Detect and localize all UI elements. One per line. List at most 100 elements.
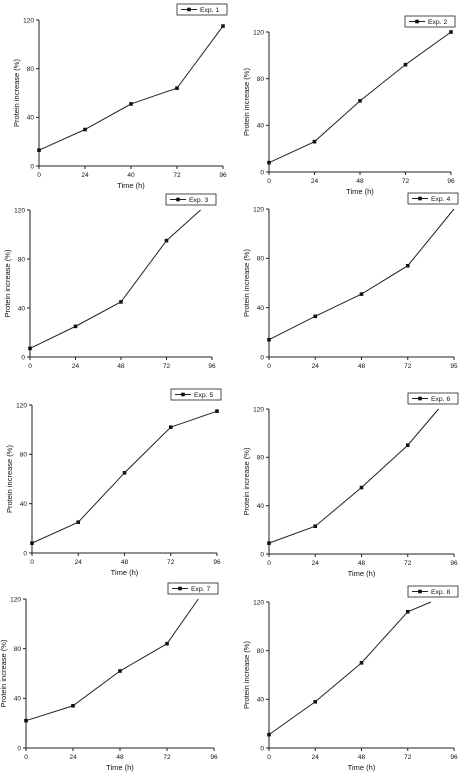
x-tick-label: 48: [358, 560, 366, 567]
data-point: [164, 238, 169, 243]
x-axis-label: Time (h): [117, 181, 145, 190]
y-tick-label: 80: [18, 256, 26, 263]
x-tick-label: 96: [219, 172, 227, 179]
legend: Exp. 4: [407, 192, 459, 205]
legend: Exp. 1: [176, 3, 228, 16]
x-tick-label: 40: [127, 172, 135, 179]
legend-label: Exp. 3: [189, 197, 208, 204]
data-point: [30, 541, 34, 545]
legend-marker: [418, 589, 422, 594]
legend-label: Exp. 4: [431, 196, 450, 203]
data-point: [267, 160, 271, 165]
series-line: [268, 601, 432, 736]
x-tick-label: 72: [404, 560, 412, 567]
legend-label: Exp. 5: [194, 392, 213, 399]
y-tick-label: 120: [253, 406, 264, 413]
y-tick-label: 0: [17, 745, 21, 752]
y-tick-label: 40: [14, 696, 22, 703]
x-tick-label: 72: [163, 363, 171, 370]
data-point: [119, 300, 123, 304]
y-tick-label: 40: [18, 305, 26, 312]
legend-label: Exp. 2: [428, 19, 447, 26]
data-point: [405, 609, 410, 614]
data-point: [312, 139, 317, 144]
x-tick-label: 48: [116, 754, 124, 761]
data-point: [73, 324, 78, 329]
y-axis-label: Protein increase (%): [3, 249, 12, 317]
legend-marker: [418, 396, 422, 401]
y-tick-label: 40: [257, 503, 265, 510]
data-point: [37, 148, 41, 152]
legend-marker: [187, 7, 191, 12]
y-tick-label: 120: [253, 599, 264, 606]
x-tick-label: 24: [72, 363, 80, 370]
data-point: [358, 99, 362, 103]
x-tick-label: 48: [356, 178, 364, 185]
y-axis-label: Protein increase (%): [0, 639, 8, 707]
data-point: [313, 314, 318, 319]
y-tick-label: 0: [30, 163, 34, 170]
y-tick-label: 0: [23, 550, 27, 557]
y-tick-label: 120: [14, 207, 25, 214]
data-point: [129, 102, 133, 106]
y-axis-label: Protein increase (%): [242, 68, 251, 136]
legend-label: Exp. 8: [431, 589, 450, 596]
data-point: [168, 425, 173, 429]
legend-box: [176, 3, 228, 16]
legend-marker: [418, 196, 422, 201]
y-tick-label: 40: [257, 697, 265, 704]
legend: Exp. 2: [404, 15, 456, 28]
y-axis-label: Protein increase (%): [242, 447, 251, 515]
y-tick-label: 80: [257, 648, 265, 655]
legend-label: Exp. 6: [431, 396, 450, 403]
y-tick-label: 80: [27, 66, 35, 73]
x-tick-label: 48: [358, 754, 366, 761]
x-tick-label: 0: [24, 754, 28, 761]
y-tick-label: 40: [27, 115, 35, 122]
x-tick-label: 0: [267, 560, 271, 567]
x-tick-label: 24: [311, 178, 319, 185]
x-tick-label: 96: [208, 363, 216, 370]
data-point: [28, 346, 32, 351]
x-tick-label: 0: [30, 559, 34, 566]
x-tick-label: 0: [37, 172, 41, 179]
y-tick-label: 0: [260, 745, 264, 752]
data-point: [118, 669, 122, 673]
chart-panel-7: 0 24 48 72 96 0 40 80 120 Time (h) Protein increas…: [0, 582, 219, 772]
y-tick-label: 120: [253, 206, 264, 213]
series-line: [29, 209, 201, 349]
legend-box: [407, 392, 459, 405]
data-point: [267, 337, 271, 342]
data-point: [449, 30, 453, 34]
data-point: [313, 699, 318, 704]
legend-label: Exp. 1: [200, 7, 219, 14]
legend-marker: [176, 197, 180, 202]
series-line: [38, 25, 224, 151]
x-tick-label: 24: [75, 559, 83, 566]
data-point: [359, 661, 364, 665]
data-point: [267, 732, 271, 737]
series-line: [31, 410, 218, 544]
legend-box: [167, 582, 219, 595]
legend-label: Exp. 7: [191, 586, 210, 593]
data-point: [76, 520, 81, 524]
legend: Exp. 7: [167, 582, 219, 595]
data-point: [83, 127, 87, 132]
y-tick-label: 80: [257, 256, 265, 263]
legend-marker: [178, 586, 182, 591]
y-tick-label: 120: [23, 17, 34, 24]
chart-panel-5: 0 24 48 72 96 0 40 80 120 Time (h) Protein increas…: [5, 388, 222, 577]
y-tick-label: 40: [20, 501, 28, 508]
x-tick-label: 24: [69, 754, 77, 761]
chart-panel-4: 0 24 48 72 95 0 40 80 120 Protein increase (%) Exp…: [242, 192, 459, 370]
x-tick-label: 72: [404, 754, 412, 761]
x-tick-label: 48: [358, 363, 366, 370]
y-tick-label: 80: [257, 455, 265, 462]
y-tick-label: 0: [21, 354, 25, 361]
x-tick-label: 96: [450, 560, 458, 567]
data-point: [405, 443, 410, 448]
y-tick-label: 0: [260, 169, 264, 176]
x-axis-label: Time (h): [346, 187, 374, 196]
data-point: [405, 263, 410, 268]
